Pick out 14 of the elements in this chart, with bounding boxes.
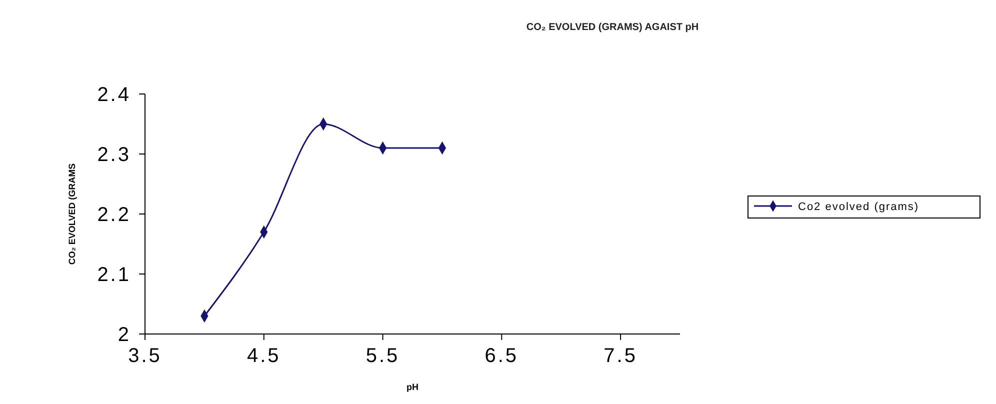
- x-tick-label: 4.5: [246, 345, 281, 367]
- x-axis-title: pH: [406, 382, 418, 392]
- x-tick-label: 5.5: [366, 345, 400, 367]
- chart-title: CO₂ EVOLVED (GRAMS) AGAIST pH: [526, 22, 699, 33]
- y-tick-label: 2.1: [97, 264, 131, 286]
- y-tick-label: 2.2: [97, 204, 131, 226]
- y-tick-label: 2: [118, 324, 131, 346]
- x-tick-label: 3.5: [128, 345, 162, 367]
- y-tick-label: 2.3: [97, 144, 131, 166]
- legend-label: Co2 evolved (grams): [798, 201, 920, 213]
- y-tick-label: 2.4: [97, 84, 131, 106]
- x-tick-label: 6.5: [484, 345, 519, 367]
- x-tick-label: 7.5: [604, 345, 638, 367]
- y-axis-title: CO₂ EVOLVED (GRAMS: [67, 163, 77, 265]
